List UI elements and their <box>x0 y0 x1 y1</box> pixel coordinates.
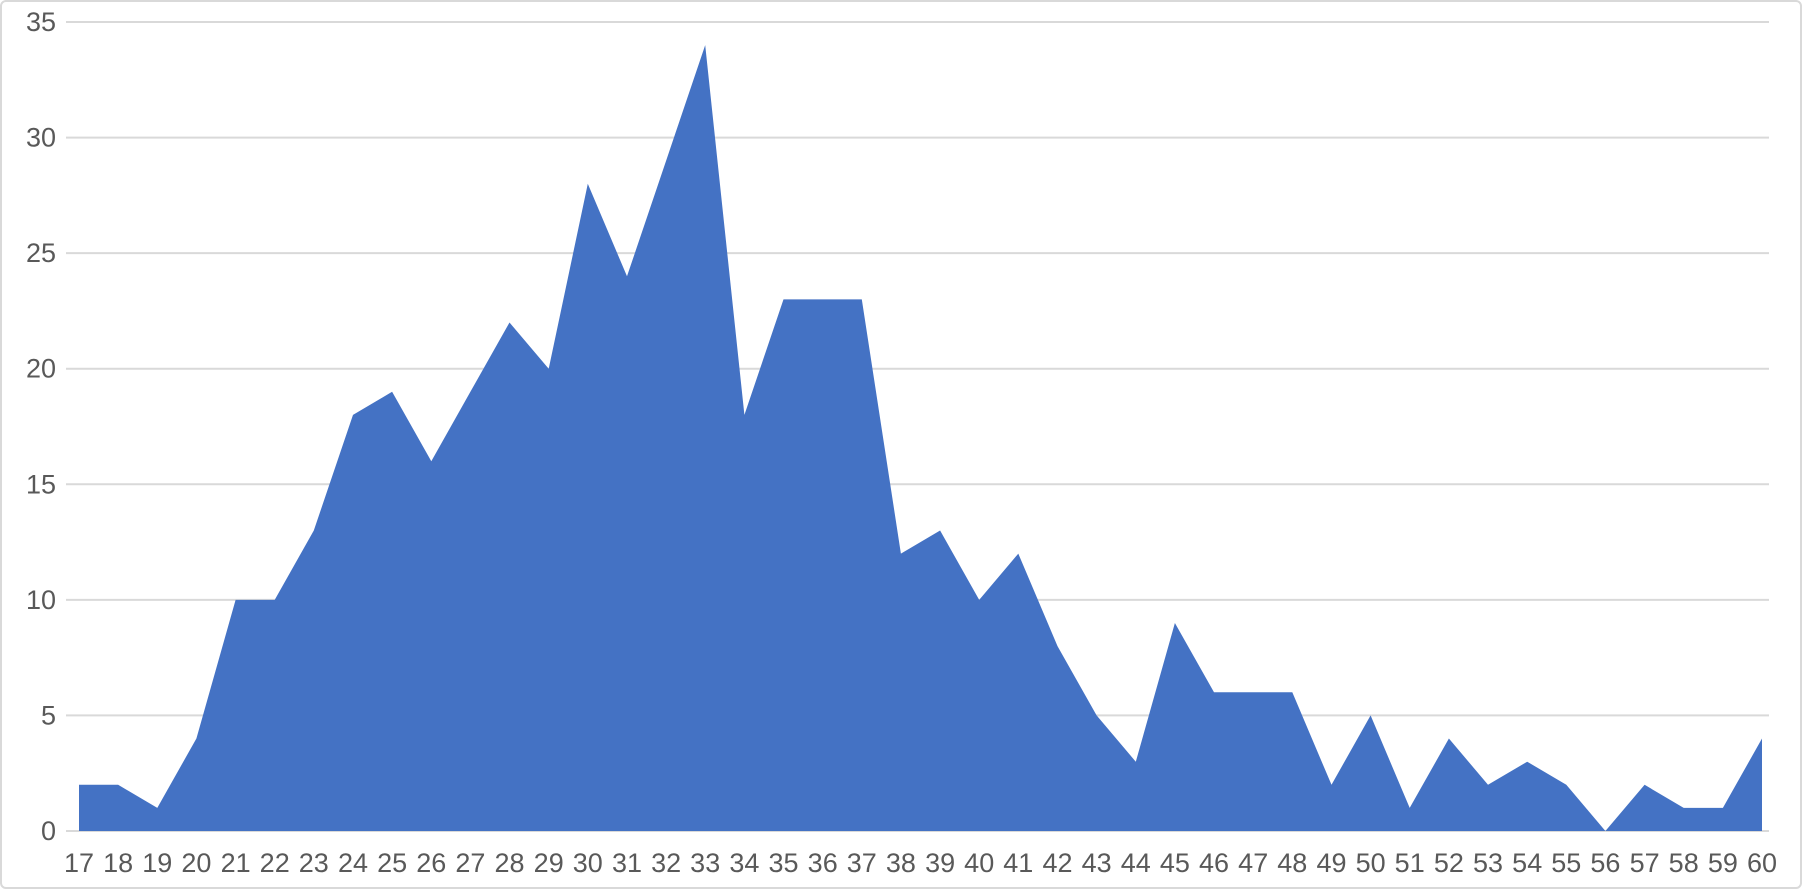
area-series <box>79 45 1762 832</box>
x-tick-label: 44 <box>1121 848 1151 878</box>
x-tick-label: 21 <box>221 848 251 878</box>
y-tick-label: 10 <box>26 585 56 615</box>
x-axis-labels: 17 18 19 20 21 22 23 24 25 26 27 28 29 30 31 32 33 34 35 36… <box>64 848 1777 878</box>
x-tick-label: 19 <box>142 848 172 878</box>
x-tick-label: 60 <box>1747 848 1777 878</box>
x-tick-label: 48 <box>1277 848 1307 878</box>
x-tick-label: 39 <box>925 848 955 878</box>
x-tick-label: 35 <box>768 848 798 878</box>
y-tick-label: 0 <box>41 816 56 846</box>
area-series-fill <box>79 45 1762 832</box>
x-tick-label: 36 <box>808 848 838 878</box>
x-tick-label: 43 <box>1082 848 1112 878</box>
y-tick-label: 30 <box>26 123 56 153</box>
x-tick-label: 26 <box>416 848 446 878</box>
x-tick-label: 47 <box>1238 848 1268 878</box>
y-tick-label: 25 <box>26 238 56 268</box>
x-tick-label: 46 <box>1199 848 1229 878</box>
x-tick-label: 38 <box>886 848 916 878</box>
y-tick-label: 35 <box>26 7 56 37</box>
x-tick-label: 18 <box>103 848 133 878</box>
x-tick-label: 31 <box>612 848 642 878</box>
x-tick-label: 22 <box>260 848 290 878</box>
x-tick-label: 32 <box>651 848 681 878</box>
y-axis-labels: 0 5 10 15 20 25 30 35 <box>26 7 56 846</box>
x-tick-label: 37 <box>847 848 877 878</box>
x-tick-label: 45 <box>1160 848 1190 878</box>
x-tick-label: 40 <box>964 848 994 878</box>
y-tick-label: 20 <box>26 354 56 384</box>
x-tick-label: 42 <box>1042 848 1072 878</box>
x-tick-label: 54 <box>1512 848 1542 878</box>
x-tick-label: 57 <box>1630 848 1660 878</box>
x-tick-label: 25 <box>377 848 407 878</box>
x-tick-label: 20 <box>181 848 211 878</box>
x-tick-label: 56 <box>1590 848 1620 878</box>
x-tick-label: 33 <box>690 848 720 878</box>
x-tick-label: 52 <box>1434 848 1464 878</box>
y-tick-label: 15 <box>26 469 56 499</box>
x-tick-label: 55 <box>1551 848 1581 878</box>
x-tick-label: 59 <box>1708 848 1738 878</box>
x-tick-label: 50 <box>1356 848 1386 878</box>
x-tick-label: 27 <box>455 848 485 878</box>
x-tick-label: 29 <box>534 848 564 878</box>
y-tick-label: 5 <box>41 700 56 730</box>
x-tick-label: 49 <box>1316 848 1346 878</box>
x-tick-label: 28 <box>494 848 524 878</box>
x-tick-label: 34 <box>729 848 759 878</box>
x-tick-label: 41 <box>1003 848 1033 878</box>
x-tick-label: 51 <box>1395 848 1425 878</box>
x-tick-label: 58 <box>1669 848 1699 878</box>
x-tick-label: 23 <box>299 848 329 878</box>
x-tick-label: 17 <box>64 848 94 878</box>
x-tick-label: 24 <box>338 848 368 878</box>
x-tick-label: 30 <box>573 848 603 878</box>
x-tick-label: 53 <box>1473 848 1503 878</box>
